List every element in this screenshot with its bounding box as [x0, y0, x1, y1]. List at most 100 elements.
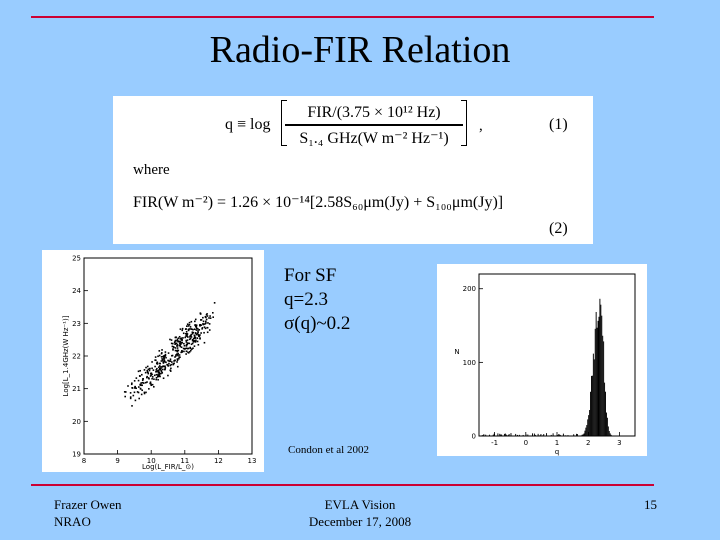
scatter-point [184, 336, 187, 339]
scatter-point [144, 371, 147, 374]
scatter-point [153, 374, 156, 377]
scatter-point [155, 378, 157, 381]
scatter-ytick-label: 21 [72, 385, 81, 393]
scatter-point [179, 328, 182, 330]
scatter-point [208, 329, 211, 331]
histogram-bar [603, 341, 605, 436]
scatter-point [176, 365, 179, 368]
histogram-bar [481, 435, 483, 436]
scatter-point [164, 365, 166, 368]
scatter-point [148, 369, 151, 372]
scatter-point [193, 328, 196, 331]
citation: Condon et al 2002 [288, 444, 369, 456]
scatter-point [158, 354, 161, 357]
scatter-point [204, 320, 207, 323]
scatter-point [132, 394, 135, 397]
footer-page: 15 [644, 497, 657, 512]
histogram-bar [527, 434, 529, 436]
scatter-point [208, 323, 211, 325]
scatter-point [185, 353, 187, 355]
scatter-point [156, 367, 158, 370]
scatter-point [178, 354, 181, 356]
scatter-point [156, 363, 159, 365]
scatter-point [182, 332, 185, 335]
histogram-bar [566, 435, 568, 436]
scatter-point [169, 364, 172, 367]
scatter-point [178, 356, 180, 358]
scatter-point [194, 318, 197, 321]
scatter-point [162, 355, 164, 358]
histogram-bar [607, 426, 609, 436]
scatter-point [160, 369, 162, 372]
scatter-point [188, 342, 191, 345]
scatter-point [151, 361, 153, 363]
scatter-point [163, 355, 166, 357]
histogram-bar [594, 328, 596, 436]
scatter-point [201, 328, 203, 330]
histogram-bar [586, 425, 588, 436]
scatter-point [140, 382, 143, 384]
histogram-bar [582, 434, 584, 436]
scatter-point [175, 355, 177, 357]
scatter-point [192, 338, 194, 341]
histogram-bar [605, 391, 606, 436]
scatter-point [157, 355, 159, 358]
scatter-point [162, 377, 165, 380]
scatter-point [185, 332, 188, 335]
scatter-point [197, 328, 199, 330]
scatter-point [157, 375, 159, 378]
scatter-point [133, 380, 136, 382]
histogram-bar [508, 434, 510, 436]
scatter-point [187, 329, 190, 332]
scatter-point [143, 391, 146, 394]
scatter-point [181, 338, 183, 341]
scatter-point [206, 313, 208, 315]
scatter-point [189, 337, 192, 340]
scatter-point [154, 365, 156, 368]
histogram-bar [507, 435, 509, 436]
histogram-bar [608, 431, 610, 436]
scatter-ytick-label: 25 [72, 255, 81, 263]
scatter-point [189, 347, 192, 350]
histogram-bar [485, 434, 487, 436]
scatter-point [192, 328, 194, 331]
histogram-bar [584, 430, 586, 436]
scatter-point [168, 362, 170, 365]
histogram-bar [493, 433, 495, 436]
scatter-point [131, 405, 133, 407]
histogram-bar [540, 434, 542, 436]
scatter-point [167, 365, 170, 367]
scatter-point [176, 350, 179, 353]
histogram-bar [595, 311, 597, 436]
scatter-ytick-label: 23 [72, 320, 81, 328]
eq1-comma: , [479, 118, 483, 134]
scatter-point [152, 385, 155, 388]
fraction-denominator: S₁.₄ GHz(W m⁻² Hz⁻¹) [299, 129, 449, 147]
scatter-frame [83, 257, 253, 455]
scatter-point [161, 372, 164, 374]
scatter-point [129, 392, 132, 394]
histogram-bar [564, 435, 566, 436]
histogram-bar [606, 417, 608, 436]
scatter-ytick-label: 24 [72, 287, 81, 295]
eq1-number: (1) [549, 116, 568, 133]
scatter-point [130, 383, 133, 386]
scatter-point [194, 324, 197, 326]
scatter-point [179, 342, 182, 344]
scatter-point [181, 327, 184, 330]
histogram-bar [590, 391, 592, 436]
scatter-point [164, 367, 167, 369]
histogram-bar [591, 375, 593, 436]
scatter-point [169, 369, 172, 372]
scatter-point [199, 324, 201, 327]
top-rule [31, 16, 654, 18]
scatter-point [202, 320, 205, 323]
histogram-bar [599, 298, 601, 436]
scatter-point [144, 381, 147, 384]
scatter-point [161, 359, 164, 361]
scatter-point [184, 347, 187, 350]
histogram-bar [515, 433, 517, 436]
scatter-point [176, 359, 179, 361]
scatter-point [176, 343, 179, 346]
scatter-point [212, 316, 214, 318]
